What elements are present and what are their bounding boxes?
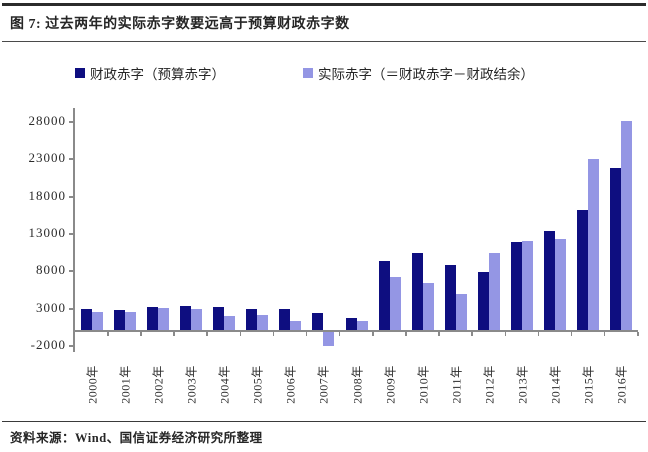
- bar-actual-2002年: [157, 307, 169, 331]
- bar-actual-2009年: [389, 277, 401, 331]
- bar-budget-2007年: [312, 313, 324, 331]
- x-tick: [272, 332, 275, 336]
- y-tick-label: 18000: [28, 187, 66, 203]
- bar-budget-2005年: [246, 308, 258, 331]
- bar-budget-2016年: [610, 168, 622, 331]
- x-tick-label: 2003年: [184, 365, 199, 404]
- x-tick-label: 2008年: [350, 365, 364, 404]
- bar-actual-2016年: [621, 120, 633, 331]
- legend-label-actual-deficit: 实际赤字（＝财政赤字－财政结余）: [318, 67, 534, 82]
- source-note: 资料来源：Wind、国信证券经济研究所整理: [10, 431, 263, 445]
- y-tick: [69, 344, 73, 347]
- y-tick-label: -2000: [30, 336, 66, 352]
- bar-actual-2013年: [522, 241, 534, 331]
- x-tick-label: 2006年: [283, 365, 298, 404]
- x-tick-label: 2004年: [217, 365, 232, 404]
- y-tick: [69, 270, 73, 273]
- bar-actual-2015年: [588, 158, 600, 331]
- bar-budget-2002年: [146, 307, 158, 331]
- y-tick-label: 8000: [36, 262, 66, 278]
- y-tick: [69, 307, 73, 310]
- x-tick: [140, 332, 142, 336]
- x-tick: [305, 332, 308, 336]
- x-tick-label: 2013年: [515, 365, 530, 404]
- y-tick: [69, 121, 73, 123]
- bar-actual-2007年: [323, 332, 335, 347]
- y-tick: [69, 232, 73, 235]
- title-divider: [2, 41, 646, 42]
- x-tick-label: 2000年: [85, 365, 100, 404]
- bar-actual-2005年: [257, 314, 269, 331]
- x-tick-label: 2016年: [614, 365, 629, 404]
- x-tick: [206, 332, 208, 336]
- bar-budget-2009年: [378, 260, 390, 331]
- bar-budget-2013年: [511, 242, 523, 331]
- bar-actual-2004年: [224, 316, 236, 331]
- x-tick: [438, 332, 440, 336]
- x-tick-label: 2001年: [118, 365, 133, 404]
- x-axis: [73, 330, 638, 332]
- y-axis: [73, 108, 75, 352]
- bar-actual-2001年: [124, 312, 136, 331]
- x-tick: [471, 332, 473, 336]
- actual-deficit-swatch-icon: [303, 68, 313, 78]
- bar-budget-2010年: [411, 253, 423, 331]
- x-tick: [372, 332, 374, 336]
- bar-budget-2015年: [577, 210, 589, 331]
- legend-label-budget-deficit: 财政赤字（预算赤字）: [90, 67, 225, 82]
- bar-budget-2001年: [113, 310, 125, 331]
- footer-divider: [2, 421, 646, 422]
- bar-actual-2014年: [555, 239, 567, 331]
- bar-budget-2003年: [179, 306, 191, 331]
- x-tick-label: 2009年: [383, 365, 398, 404]
- y-tick-label: 3000: [36, 299, 66, 315]
- budget-deficit-swatch-icon: [75, 68, 85, 78]
- x-tick-label: 2011年: [449, 365, 464, 404]
- bar-actual-2003年: [190, 309, 202, 331]
- legend-item-budget-deficit: 财政赤字（预算赤字）: [75, 63, 225, 83]
- bar-budget-2004年: [213, 307, 225, 331]
- bar-budget-2006年: [279, 309, 291, 331]
- bar-budget-2000年: [80, 309, 92, 331]
- bar-actual-2010年: [422, 283, 434, 331]
- top-rule: [2, 3, 646, 6]
- bar-budget-2008年: [345, 317, 357, 331]
- x-tick-label: 2007年: [316, 365, 331, 404]
- bar-budget-2014年: [544, 230, 556, 331]
- y-tick: [69, 195, 73, 198]
- x-tick-label: 2014年: [548, 365, 563, 404]
- x-tick: [107, 332, 109, 336]
- y-tick: [69, 158, 73, 161]
- x-tick: [239, 332, 242, 336]
- bar-budget-2011年: [444, 264, 456, 331]
- y-tick-label: 13000: [28, 224, 66, 240]
- y-tick-label: 23000: [28, 150, 66, 166]
- x-tick: [537, 332, 540, 336]
- bar-actual-2006年: [290, 320, 302, 331]
- x-tick-label: 2010年: [416, 365, 431, 404]
- x-tick: [603, 332, 606, 336]
- bar-actual-2011年: [455, 293, 467, 331]
- x-tick-label: 2015年: [581, 365, 596, 404]
- x-tick: [173, 332, 175, 336]
- x-tick-label: 2012年: [482, 365, 497, 404]
- x-tick: [570, 332, 573, 336]
- x-tick-label: 2005年: [250, 365, 265, 404]
- bar-actual-2012年: [488, 253, 500, 331]
- x-tick: [405, 332, 407, 336]
- bar-actual-2000年: [91, 312, 103, 331]
- bar-budget-2012年: [477, 272, 489, 331]
- figure-title: 图 7: 过去两年的实际赤字数要远高于预算财政赤字数: [10, 17, 350, 32]
- legend-item-actual-deficit: 实际赤字（＝财政赤字－财政结余）: [303, 63, 534, 83]
- x-tick-label: 2002年: [151, 365, 166, 404]
- x-tick: [338, 332, 341, 336]
- x-tick: [504, 332, 507, 336]
- x-tick: [637, 332, 639, 336]
- bar-actual-2008年: [356, 320, 368, 331]
- y-tick-label: 28000: [28, 113, 66, 128]
